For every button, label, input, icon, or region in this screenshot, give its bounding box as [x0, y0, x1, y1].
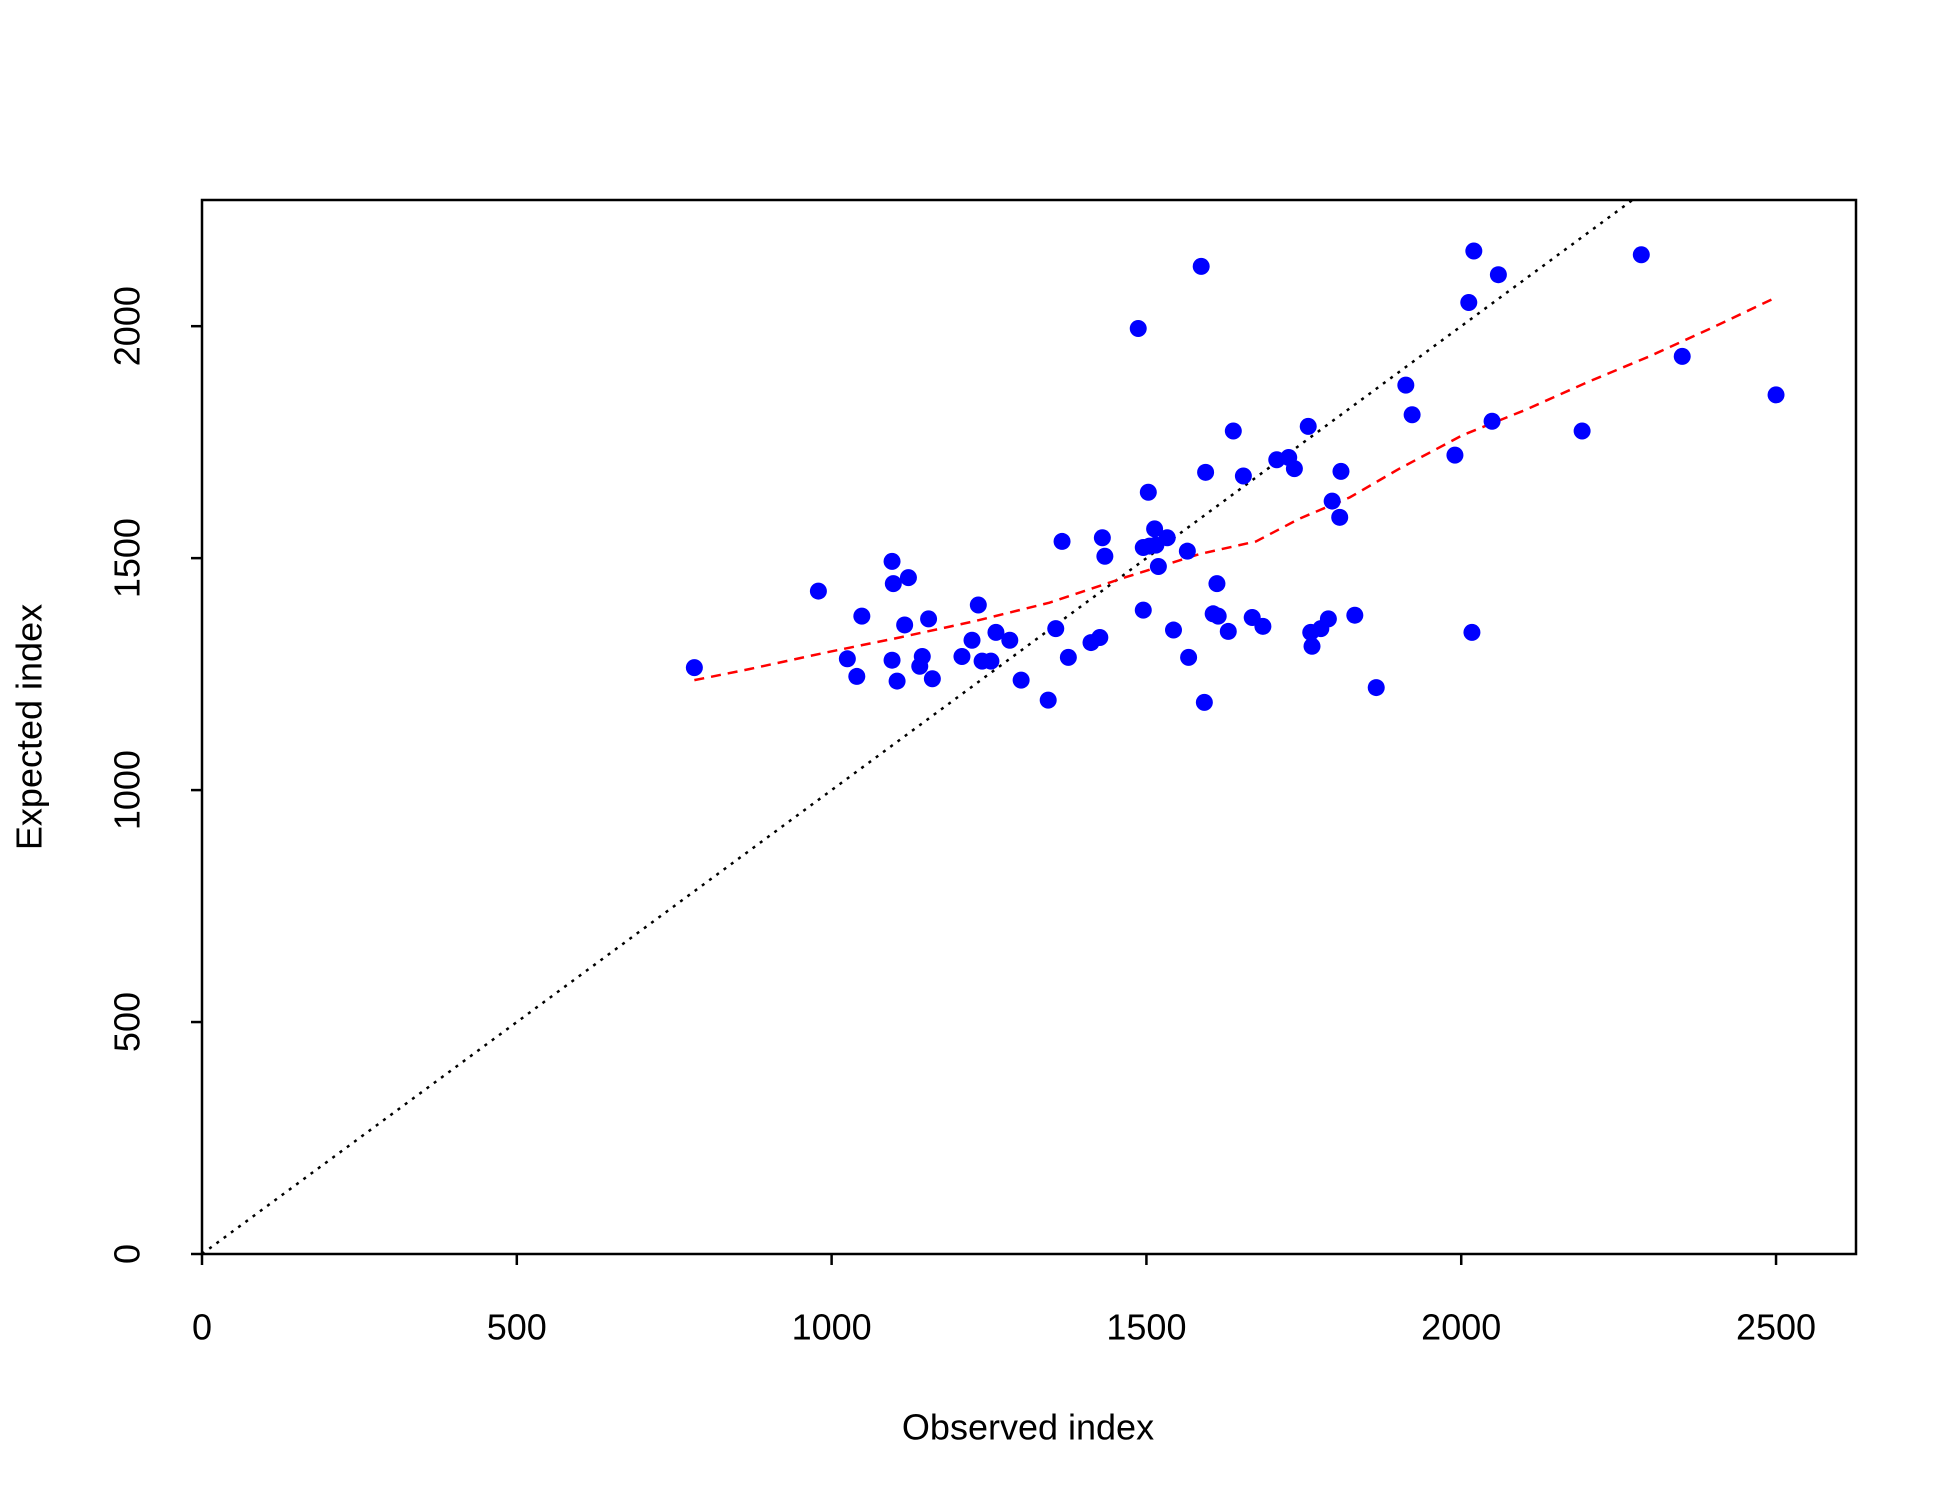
y-tick-label: 1000 — [107, 750, 148, 830]
point — [1299, 417, 1317, 435]
point — [982, 652, 1000, 670]
point — [1367, 679, 1385, 697]
point — [1134, 601, 1152, 619]
x-tick-label: 2000 — [1421, 1307, 1501, 1348]
point — [969, 596, 987, 614]
point — [809, 582, 827, 600]
point — [883, 552, 901, 570]
point — [1091, 628, 1109, 646]
point — [899, 569, 917, 587]
point — [1039, 691, 1057, 709]
point — [953, 647, 971, 665]
point — [1178, 542, 1196, 560]
x-tick-label: 0 — [192, 1307, 212, 1348]
point — [1219, 622, 1237, 640]
point — [1129, 320, 1147, 338]
point — [1146, 520, 1164, 538]
point — [1319, 610, 1337, 628]
point — [1346, 606, 1364, 624]
point — [1158, 529, 1176, 547]
x-tick-label: 500 — [487, 1307, 547, 1348]
point — [1489, 266, 1507, 284]
x-tick-label: 2500 — [1736, 1307, 1816, 1348]
point — [1209, 607, 1227, 625]
y-tick-label: 1500 — [107, 518, 148, 598]
point — [1053, 532, 1071, 550]
point — [888, 672, 906, 690]
point — [1403, 406, 1421, 424]
point — [1632, 246, 1650, 264]
point — [923, 670, 941, 688]
point — [1331, 508, 1349, 526]
point — [1573, 422, 1591, 440]
point — [1180, 648, 1198, 666]
point — [853, 607, 871, 625]
point — [1192, 257, 1210, 275]
point — [884, 575, 902, 593]
point — [1285, 460, 1303, 478]
point — [1303, 637, 1321, 655]
point — [1323, 492, 1341, 510]
point — [1001, 631, 1019, 649]
point — [1164, 621, 1182, 639]
point — [1463, 623, 1481, 641]
point — [1195, 693, 1213, 711]
point — [987, 623, 1005, 641]
point — [1197, 463, 1215, 481]
point — [1254, 617, 1272, 635]
x-tick-label: 1000 — [792, 1307, 872, 1348]
point — [848, 667, 866, 685]
identity-line — [202, 200, 1635, 1254]
point — [963, 631, 981, 649]
point — [913, 647, 931, 665]
point — [1673, 347, 1691, 365]
point — [685, 659, 703, 677]
x-tick-label: 1500 — [1106, 1307, 1186, 1348]
point — [1149, 557, 1167, 575]
point — [1767, 386, 1785, 404]
point — [1012, 671, 1030, 689]
point — [1234, 467, 1252, 485]
point — [883, 651, 901, 669]
y-tick-label: 500 — [107, 992, 148, 1052]
y-tick-label: 0 — [107, 1244, 148, 1264]
point — [1224, 422, 1242, 440]
point — [1059, 648, 1077, 666]
point — [1460, 294, 1478, 312]
y-axis-label: Expected index — [9, 604, 50, 850]
point — [1139, 483, 1157, 501]
point — [1483, 412, 1501, 430]
point — [838, 650, 856, 668]
point — [1208, 575, 1226, 593]
point — [1465, 242, 1483, 260]
point — [1397, 376, 1415, 394]
y-tick-label: 2000 — [107, 286, 148, 366]
x-axis-label: Observed index — [902, 1407, 1154, 1448]
point — [920, 610, 938, 628]
point — [1332, 462, 1350, 480]
plot-box — [200, 198, 1858, 1256]
point — [1446, 446, 1464, 464]
trend-line — [694, 296, 1777, 682]
point — [1096, 547, 1114, 565]
point — [1047, 620, 1065, 638]
point — [896, 616, 914, 634]
point — [1093, 529, 1111, 547]
